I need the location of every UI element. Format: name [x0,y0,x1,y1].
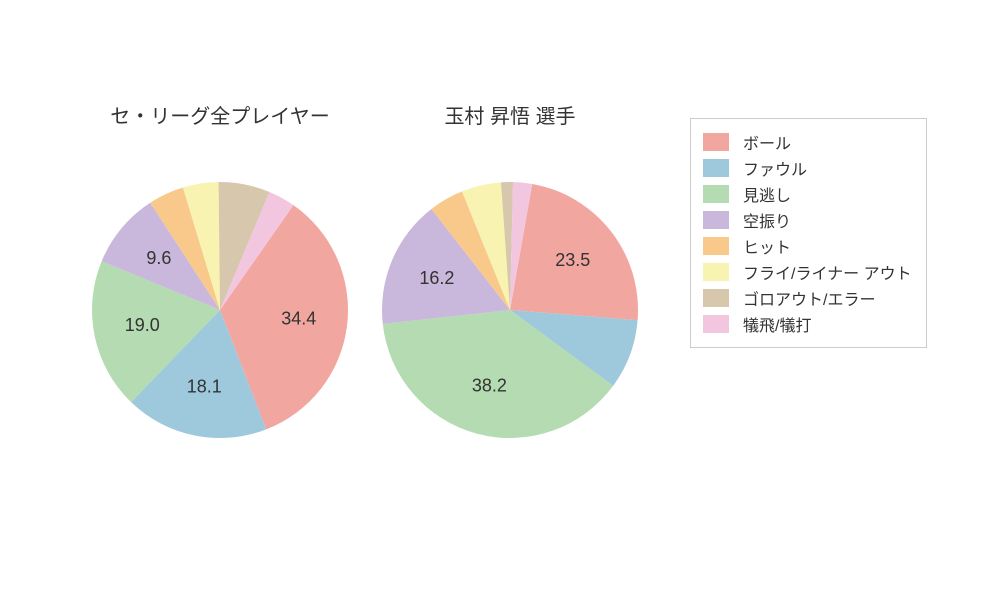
legend-label-foul: ファウル [743,156,807,180]
legend-swatch-flyliner [703,263,729,281]
pie-slice-label-look: 38.2 [472,375,507,395]
pie-slice-label-ball: 23.5 [555,250,590,270]
legend-swatch-foul [703,159,729,177]
legend: ボールファウル見逃し空振りヒットフライ/ライナー アウトゴロアウト/エラー犠飛/… [690,118,927,348]
legend-item-ground_err: ゴロアウト/エラー [703,285,912,311]
legend-swatch-ball [703,133,729,151]
legend-swatch-swing [703,211,729,229]
legend-label-hit: ヒット [743,234,791,258]
legend-item-foul: ファウル [703,155,912,181]
legend-swatch-hit [703,237,729,255]
legend-swatch-ground_err [703,289,729,307]
legend-item-sac: 犠飛/犠打 [703,311,912,337]
legend-item-swing: 空振り [703,207,912,233]
legend-label-ground_err: ゴロアウト/エラー [743,286,875,310]
chart-stage: セ・リーグ全プレイヤー 34.418.119.09.6 玉村 昇悟 選手 23.… [0,0,1000,600]
legend-item-ball: ボール [703,129,912,155]
legend-item-look: 見逃し [703,181,912,207]
legend-label-sac: 犠飛/犠打 [743,312,811,336]
legend-label-flyliner: フライ/ライナー アウト [743,260,912,284]
legend-item-flyliner: フライ/ライナー アウト [703,259,912,285]
legend-item-hit: ヒット [703,233,912,259]
legend-label-look: 見逃し [743,182,791,206]
pie-slice-label-swing: 16.2 [419,268,454,288]
legend-swatch-look [703,185,729,203]
legend-swatch-sac [703,315,729,333]
legend-label-swing: 空振り [743,208,791,232]
legend-label-ball: ボール [743,130,791,154]
